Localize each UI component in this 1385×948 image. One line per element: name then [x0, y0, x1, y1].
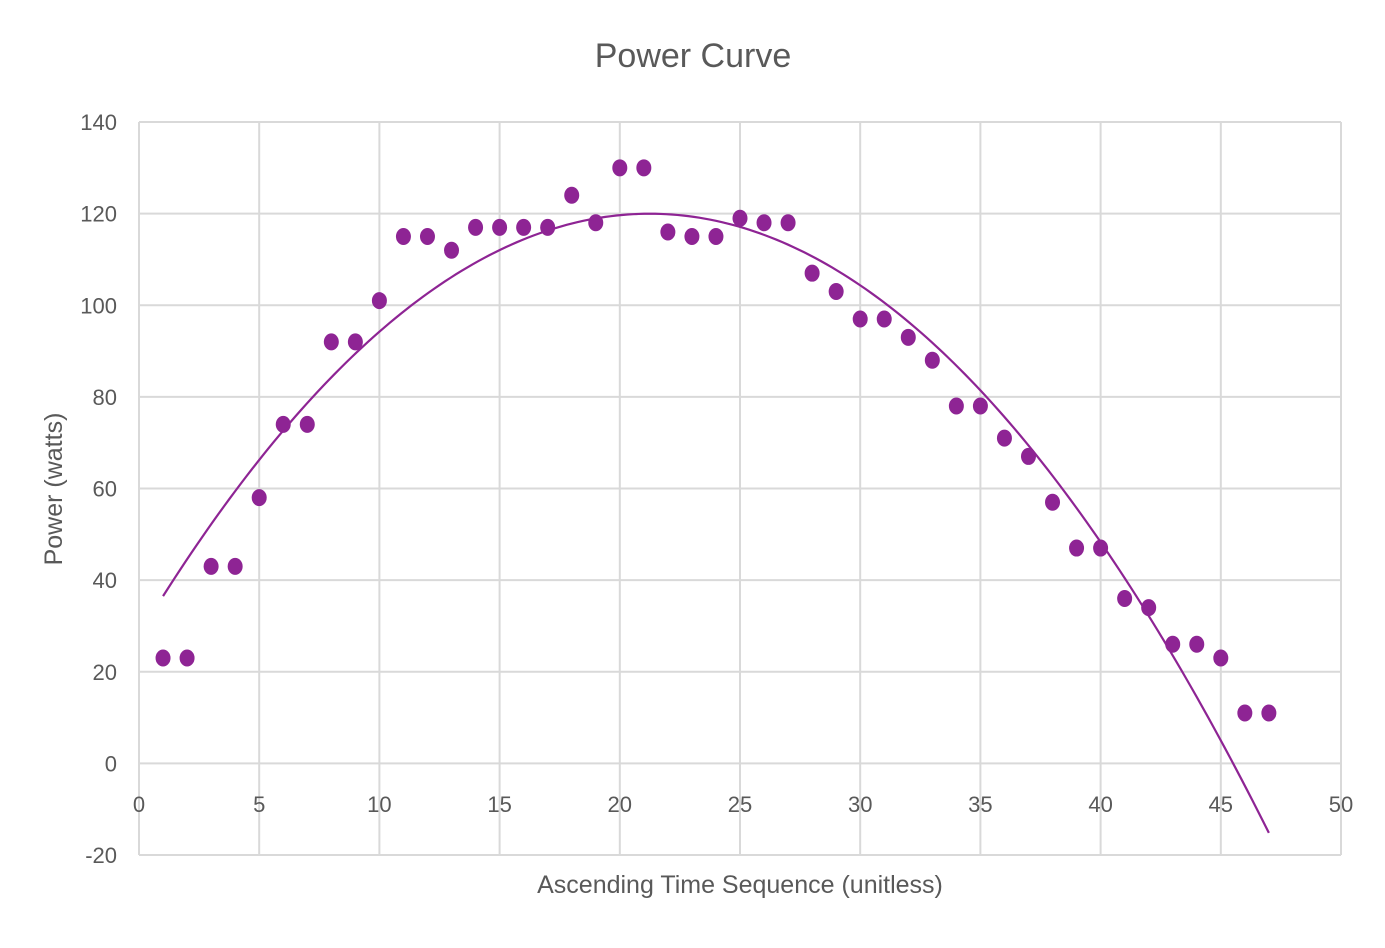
data-point: [1141, 599, 1157, 617]
data-point: [1093, 539, 1109, 557]
y-tick-label: 140: [80, 110, 117, 135]
data-point: [564, 186, 580, 204]
data-point: [636, 159, 652, 177]
trendline: [162, 212, 1270, 834]
data-point: [1117, 589, 1133, 607]
y-tick-label: -20: [85, 843, 117, 868]
data-point: [708, 228, 724, 246]
y-tick-label: 120: [80, 202, 117, 227]
data-point: [852, 310, 868, 328]
data-point: [1213, 649, 1229, 667]
data-point: [347, 333, 363, 351]
data-point: [804, 264, 820, 282]
data-point: [1020, 447, 1036, 465]
data-point: [395, 228, 411, 246]
data-point: [1261, 704, 1277, 722]
trendline-layer: [162, 212, 1270, 834]
data-point: [660, 223, 676, 241]
data-point: [948, 397, 964, 415]
data-point: [371, 292, 387, 310]
data-point: [299, 415, 315, 433]
data-point: [996, 429, 1012, 447]
data-point: [828, 283, 844, 301]
x-tick-label: 25: [728, 792, 752, 817]
data-point: [251, 489, 267, 507]
data-point: [732, 209, 748, 227]
data-point: [203, 557, 219, 575]
points-layer: [155, 159, 1277, 722]
y-tick-label: 80: [93, 385, 117, 410]
x-tick-label: 40: [1088, 792, 1112, 817]
data-point: [155, 649, 171, 667]
data-point: [1045, 493, 1061, 511]
data-point: [1069, 539, 1085, 557]
data-point: [468, 218, 484, 236]
grid-layer: [138, 121, 1342, 856]
data-point: [323, 333, 339, 351]
x-tick-label: 45: [1209, 792, 1233, 817]
y-tick-label: 100: [80, 293, 117, 318]
data-point: [275, 415, 291, 433]
data-point: [612, 159, 628, 177]
data-point: [444, 241, 460, 259]
data-point: [780, 214, 796, 232]
data-point: [516, 218, 532, 236]
data-point: [1165, 635, 1181, 653]
x-tick-label: 5: [253, 792, 265, 817]
data-point: [972, 397, 988, 415]
data-point: [756, 214, 772, 232]
x-axis-label: Ascending Time Sequence (unitless): [537, 871, 943, 899]
data-point: [492, 218, 508, 236]
data-point: [876, 310, 892, 328]
data-point: [1189, 635, 1205, 653]
data-point: [179, 649, 195, 667]
data-point: [227, 557, 243, 575]
x-tick-label: 50: [1329, 792, 1353, 817]
data-point: [900, 328, 916, 346]
y-tick-label: 20: [93, 660, 117, 685]
y-tick-label: 40: [93, 568, 117, 593]
x-tick-label: 15: [487, 792, 511, 817]
x-tick-label: 0: [133, 792, 145, 817]
y-tick-label: 0: [105, 751, 117, 776]
data-point: [924, 351, 940, 369]
chart-title: Power Curve: [595, 37, 792, 75]
y-tick-label: 60: [93, 477, 117, 502]
data-point: [419, 228, 435, 246]
data-point: [540, 218, 556, 236]
x-tick-label: 10: [367, 792, 391, 817]
x-tick-label: 35: [968, 792, 992, 817]
data-point: [684, 228, 700, 246]
x-tick-label: 20: [608, 792, 632, 817]
axis-layer: 0 5 10 15 20 25 30 35 40 45 50 -20 0 20 40 60 80 100 120 14…: [80, 110, 1353, 868]
data-point: [1237, 704, 1253, 722]
x-tick-label: 30: [848, 792, 872, 817]
data-point: [588, 214, 604, 232]
y-axis-label: Power (watts): [40, 413, 68, 566]
